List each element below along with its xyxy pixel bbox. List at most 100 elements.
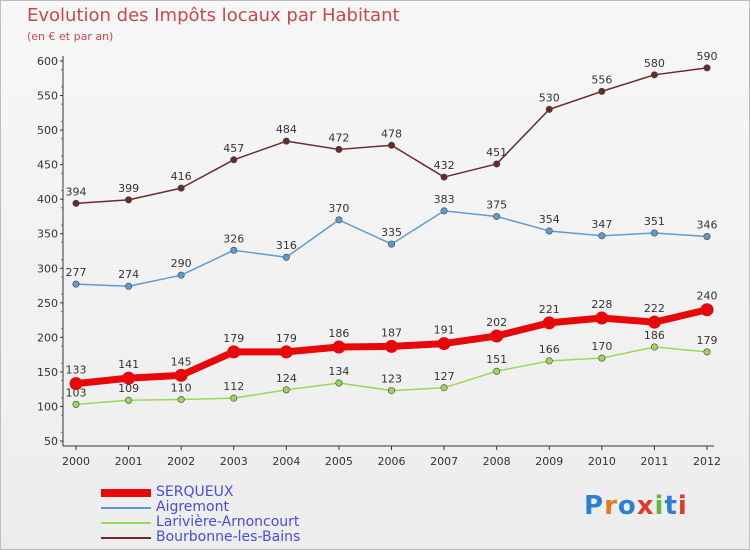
data-label: 134 [328, 365, 349, 378]
data-label: 432 [434, 159, 455, 172]
data-point [598, 232, 606, 240]
data-point [335, 216, 343, 224]
data-point [703, 348, 711, 356]
data-label: 109 [118, 382, 139, 395]
data-point [490, 329, 504, 343]
data-label: 110 [171, 382, 192, 395]
data-label: 141 [118, 358, 139, 371]
data-label: 112 [223, 380, 244, 393]
legend-label: Bourbonne-les-Bains [156, 529, 301, 545]
data-point [387, 240, 395, 248]
data-label: 472 [328, 131, 349, 144]
x-tick-label: 2011 [640, 455, 668, 468]
data-point [650, 71, 658, 79]
data-point [125, 282, 133, 290]
data-point [493, 160, 501, 168]
data-point [72, 280, 80, 288]
data-point [440, 207, 448, 215]
data-point [177, 271, 185, 279]
data-label: 556 [591, 73, 612, 86]
data-label: 274 [118, 268, 139, 281]
data-label: 166 [539, 343, 560, 356]
data-label: 103 [66, 386, 87, 399]
y-tick-label: 350 [37, 228, 58, 241]
y-tick-label: 50 [44, 435, 58, 448]
data-label: 580 [644, 57, 665, 70]
data-point [282, 253, 290, 261]
data-point [545, 357, 553, 365]
y-tick-label: 450 [37, 159, 58, 172]
data-label: 370 [328, 202, 349, 215]
data-point [703, 64, 711, 72]
data-point [227, 345, 241, 359]
legend-label: SERQUEUX [156, 484, 234, 500]
data-label: 451 [486, 146, 507, 159]
data-point [69, 377, 83, 391]
data-point [437, 337, 451, 351]
x-tick-label: 2001 [115, 455, 143, 468]
data-point [703, 232, 711, 240]
data-point [122, 371, 136, 385]
data-point [545, 105, 553, 113]
legend-swatch [101, 507, 151, 509]
data-label: 221 [539, 303, 560, 316]
data-label: 347 [591, 218, 612, 231]
data-point [650, 343, 658, 351]
x-tick-label: 2007 [430, 455, 458, 468]
data-label: 151 [486, 353, 507, 366]
data-label: 127 [434, 370, 455, 383]
legend-swatch [101, 537, 151, 539]
data-label: 484 [276, 123, 297, 136]
y-tick-label: 150 [37, 366, 58, 379]
data-label: 228 [591, 298, 612, 311]
legend-label: Larivière-Arnoncourt [156, 514, 300, 530]
data-point [230, 394, 238, 402]
data-point [125, 196, 133, 204]
data-point [440, 173, 448, 181]
y-tick-label: 550 [37, 90, 58, 103]
data-label: 187 [381, 326, 402, 339]
data-point [174, 368, 188, 382]
data-point [387, 141, 395, 149]
legend-label: Aigremont [156, 499, 229, 515]
data-point [72, 400, 80, 408]
data-point [177, 184, 185, 192]
data-label: 202 [486, 316, 507, 329]
data-point [545, 227, 553, 235]
data-label: 133 [66, 364, 87, 377]
data-label: 354 [539, 213, 560, 226]
data-point [542, 316, 556, 330]
chart-title: Evolution des Impôts locaux par Habitant [27, 5, 400, 26]
y-tick-label: 600 [37, 55, 58, 68]
data-point [282, 137, 290, 145]
y-tick-label: 100 [37, 400, 58, 413]
data-label: 316 [276, 239, 297, 252]
y-tick-label: 250 [37, 297, 58, 310]
data-point [282, 386, 290, 394]
y-tick-label: 400 [37, 193, 58, 206]
x-tick-label: 2012 [693, 455, 721, 468]
data-label: 186 [328, 327, 349, 340]
data-label: 416 [171, 170, 192, 183]
data-label: 170 [591, 340, 612, 353]
x-tick-label: 2009 [535, 455, 563, 468]
data-label: 590 [697, 50, 718, 63]
data-label: 179 [697, 334, 718, 347]
data-label: 240 [697, 290, 718, 303]
chart-subtitle: (en € et par an) [27, 30, 114, 43]
data-point [335, 379, 343, 387]
y-tick-label: 200 [37, 331, 58, 344]
x-tick-label: 2006 [378, 455, 406, 468]
data-label: 478 [381, 127, 402, 140]
data-label: 123 [381, 373, 402, 386]
proxiti-logo: Proxiti [584, 491, 688, 521]
data-point [493, 367, 501, 375]
data-point [650, 229, 658, 237]
data-label: 399 [118, 182, 139, 195]
data-label: 383 [434, 193, 455, 206]
data-point [332, 340, 346, 354]
data-label: 530 [539, 91, 560, 104]
data-point [279, 345, 293, 359]
